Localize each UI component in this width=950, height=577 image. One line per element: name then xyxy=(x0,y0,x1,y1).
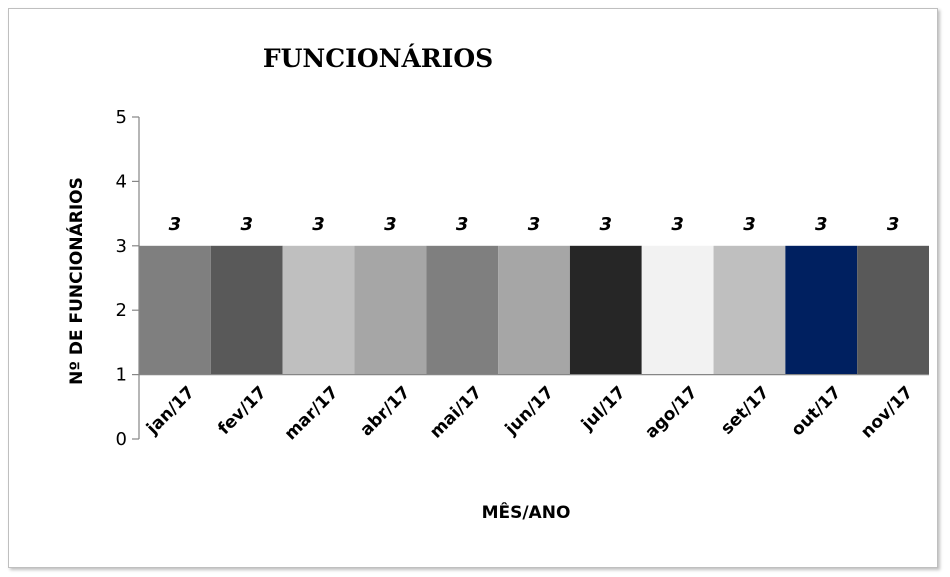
bar-jul-17 xyxy=(569,245,642,375)
data-labels-group: 3 3 3 3 3 3 3 3 3 3 3 xyxy=(169,214,900,235)
y-ticks-group: 0 1 2 3 4 5 xyxy=(116,107,139,450)
data-label-jan-17: 3 xyxy=(169,214,182,235)
bar-jan-17 xyxy=(139,245,211,375)
x-tick-label: abr/17 xyxy=(356,382,414,440)
x-tick-label: nov/17 xyxy=(857,382,917,442)
bar-ago-17 xyxy=(641,245,714,375)
bar-out-17 xyxy=(785,245,858,375)
y-tick-label: 2 xyxy=(116,300,127,321)
data-label-out-17: 3 xyxy=(815,214,828,235)
x-tick-label: ago/17 xyxy=(641,382,701,442)
bar-nov-17 xyxy=(857,245,929,375)
y-tick-label: 4 xyxy=(116,171,127,192)
bar-mar-17 xyxy=(282,245,355,375)
axes-group xyxy=(138,117,929,439)
bar-jun-17 xyxy=(498,245,570,375)
x-tick-label: mar/17 xyxy=(281,382,343,444)
y-axis-label: Nº DE FUNCIONÁRIOS xyxy=(65,177,87,385)
x-tick-label: mai/17 xyxy=(426,382,486,442)
y-tick-label: 0 xyxy=(116,429,127,450)
data-label-nov-17: 3 xyxy=(887,214,900,235)
chart-frame: FUNCIONÁRIOS 0 1 2 3 4 5 jan/17 fev/17 mar/17 ab… xyxy=(8,8,938,568)
x-tick-label: fev/17 xyxy=(214,382,270,438)
y-tick-label: 1 xyxy=(116,365,127,386)
data-label-jun-17: 3 xyxy=(528,214,541,235)
x-tick-label: jul/17 xyxy=(577,382,630,435)
chart-title: FUNCIONÁRIOS xyxy=(263,44,493,73)
bar-fev-17 xyxy=(210,245,283,375)
y-tick-label: 3 xyxy=(116,236,127,257)
bar-set-17 xyxy=(713,245,786,375)
data-label-fev-17: 3 xyxy=(240,214,253,235)
data-label-abr-17: 3 xyxy=(384,214,397,235)
data-label-mar-17: 3 xyxy=(312,214,325,235)
bar-chart: FUNCIONÁRIOS 0 1 2 3 4 5 jan/17 fev/17 mar/17 ab… xyxy=(65,44,929,523)
bar-mai-17 xyxy=(426,245,499,375)
x-tick-label: jun/17 xyxy=(501,382,558,439)
bar-abr-17 xyxy=(354,245,427,375)
data-label-mai-17: 3 xyxy=(456,214,469,235)
x-ticks-group: jan/17 fev/17 mar/17 abr/17 mai/17 jun/17 jul/… xyxy=(142,382,917,444)
x-tick-label: jan/17 xyxy=(142,382,199,439)
data-label-jul-17: 3 xyxy=(600,214,613,235)
bars-group xyxy=(139,245,929,375)
x-tick-label: set/17 xyxy=(717,382,773,438)
data-label-set-17: 3 xyxy=(743,214,756,235)
x-axis-label: MÊS/ANO xyxy=(482,501,571,523)
data-label-ago-17: 3 xyxy=(671,214,684,235)
x-tick-label: out/17 xyxy=(787,382,845,440)
y-tick-label: 5 xyxy=(116,107,127,128)
